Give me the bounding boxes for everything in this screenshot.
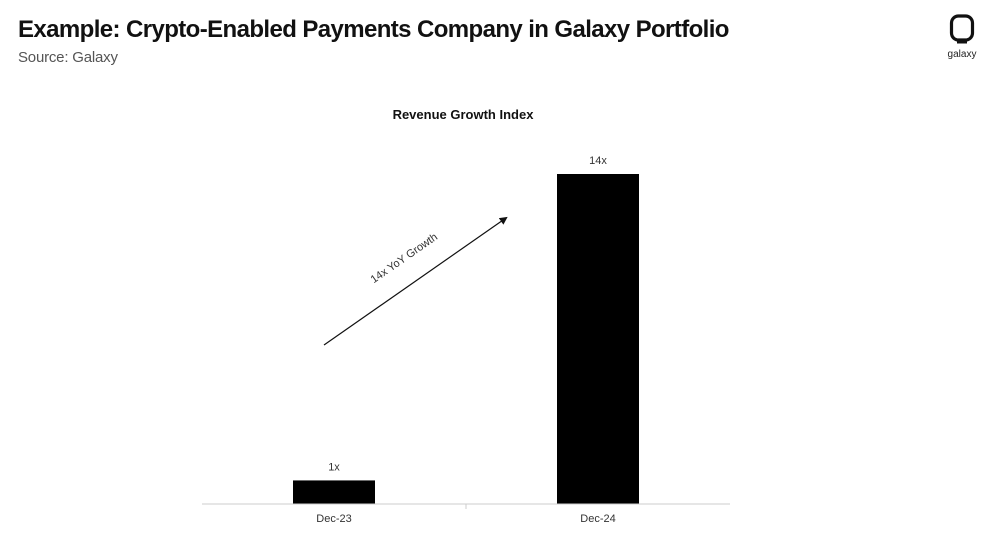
- bar-dec-24: [557, 174, 639, 504]
- logo-text: galaxy: [947, 49, 977, 60]
- page-subtitle: Source: Galaxy: [18, 49, 118, 66]
- x-tick-label-dec-24: Dec-24: [580, 513, 615, 525]
- x-tick-label-dec-23: Dec-23: [316, 513, 351, 525]
- chart-title: Revenue Growth Index: [393, 107, 535, 122]
- galaxy-logo-icon: [949, 14, 975, 44]
- growth-annotation-label: 14x YoY Growth: [369, 231, 440, 286]
- data-label-dec-23: 1x: [328, 461, 340, 473]
- page-title: Example: Crypto-Enabled Payments Company…: [18, 16, 729, 43]
- bar-dec-23: [293, 480, 375, 504]
- data-label-dec-24: 14x: [589, 155, 607, 167]
- bars-layer: 1x 14x: [293, 155, 639, 504]
- growth-annotation: 14x YoY Growth: [323, 216, 508, 346]
- galaxy-logo: galaxy: [940, 12, 984, 64]
- growth-arrow: [323, 216, 508, 346]
